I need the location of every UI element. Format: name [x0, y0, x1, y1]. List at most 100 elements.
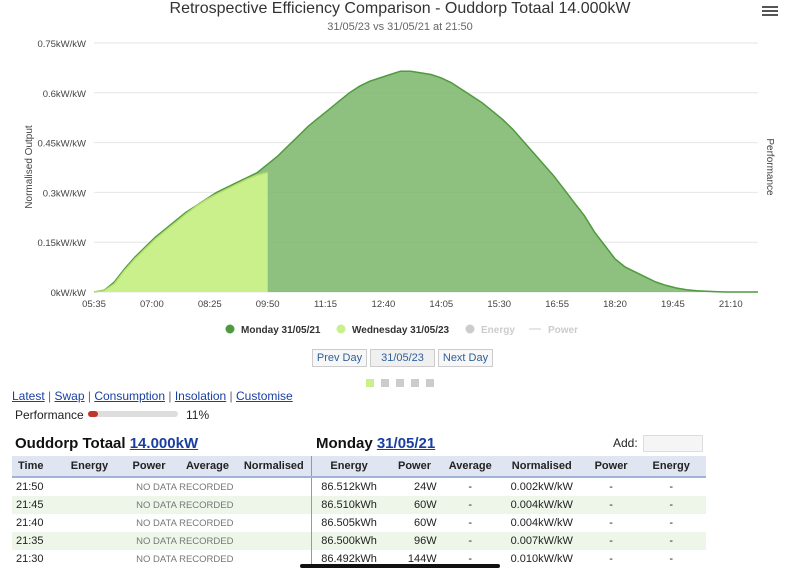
x-tick-label: 11:15 [314, 299, 337, 310]
x-tick-label: 14:05 [429, 299, 453, 310]
x-tick-label: 15:30 [487, 299, 511, 310]
legend-marker [336, 324, 346, 334]
link-latest[interactable]: Latest [12, 389, 45, 403]
page-dot-5[interactable] [426, 379, 434, 387]
performance-value: 11% [186, 408, 210, 422]
th-power-compare: Power [386, 456, 443, 478]
cell-no-data: NO DATA RECORDED [58, 532, 312, 550]
cell-energy-extra: - [636, 496, 706, 514]
cell-normalised: 0.004kW/kW [497, 496, 586, 514]
y-axis-label: Normalised Output [24, 125, 35, 209]
cell-power-extra: - [585, 496, 637, 514]
cell-power-extra: - [609, 553, 613, 565]
th-normalised-compare: Normalised [497, 456, 586, 478]
compare-date-link[interactable]: 31/05/21 [376, 435, 436, 452]
x-tick-label: 21:10 [719, 299, 743, 310]
hamburger-menu-icon[interactable] [762, 4, 778, 18]
cell-time: 21:50 [16, 481, 44, 493]
x-tick-label: 05:35 [82, 299, 106, 310]
link-consumption[interactable]: Consumption [94, 389, 166, 403]
th-energy-extra: Energy [636, 456, 706, 478]
cell-average: - [442, 532, 498, 550]
cell-power: 96W [386, 532, 443, 550]
link-insolation[interactable]: Insolation [174, 389, 227, 403]
legend-label: Energy [481, 325, 515, 336]
x-tick-label: 09:50 [256, 299, 280, 310]
cell-power: 60W [414, 517, 437, 529]
performance-bar [88, 411, 178, 417]
cell-power: 144W [407, 553, 437, 565]
x-tick-label: 07:00 [140, 299, 164, 310]
th-power-extra: Power [585, 456, 637, 478]
cell-energy: 86.505kWh [310, 514, 387, 532]
date-picker[interactable]: 31/05/23 [370, 349, 435, 367]
cell-time: 21:40 [16, 517, 44, 529]
x-tick-label: 19:45 [661, 299, 685, 310]
cell-no-data: NO DATA RECORDED [58, 496, 312, 514]
cell-energy: 86.500kWh [310, 532, 387, 550]
cell-average: - [468, 481, 473, 493]
cell-normalised: 0.010kW/kW [510, 553, 573, 565]
y-tick-label: 0.6kW/kW [43, 89, 86, 100]
prev-day-button[interactable]: Prev Day [312, 349, 367, 367]
add-label: Add: [613, 436, 638, 450]
efficiency-chart: 0kW/kW 0.15kW/kW 0.3kW/kW 0.45kW/kW 0.6kW/kW… [24, 39, 775, 336]
cell-time: 21:35 [12, 532, 59, 550]
cell-average: - [442, 496, 498, 514]
th-energy-compare: Energy [310, 456, 387, 478]
th-normalised: Normalised [236, 456, 312, 478]
x-tick-label: 18:20 [603, 299, 627, 310]
horizontal-scrollbar[interactable] [300, 564, 500, 568]
x-tick-label: 16:55 [545, 299, 569, 310]
cell-energy: 86.492kWh [310, 550, 387, 568]
page-dot-2[interactable] [381, 379, 389, 387]
legend-label: Monday 31/05/21 [241, 325, 321, 336]
performance-label: Performance [15, 408, 84, 422]
table-row: 21:40 NO DATA RECORDED 86.505kWh 60W - 0… [12, 514, 706, 532]
table-row: 21:45 NO DATA RECORDED 86.510kWh 60W - 0… [12, 496, 706, 514]
legend-marker [465, 324, 475, 334]
page-dot-3[interactable] [396, 379, 404, 387]
link-swap[interactable]: Swap [54, 389, 85, 403]
cell-normalised: 0.007kW/kW [497, 532, 586, 550]
compare-day-name: Monday [316, 435, 377, 452]
th-power: Power [120, 456, 179, 478]
y-tick-label: 0.3kW/kW [43, 188, 86, 199]
legend-label: Power [548, 325, 578, 336]
x-tick-label: 08:25 [198, 299, 222, 310]
table-row: 21:35 NO DATA RECORDED 86.500kWh 96W - 0… [12, 532, 706, 550]
cell-power-extra: - [609, 481, 613, 493]
page-dot-1[interactable] [366, 379, 374, 387]
y-tick-label: 0.75kW/kW [37, 39, 86, 50]
cell-energy-extra: - [669, 517, 674, 529]
table-row: 21:50 NO DATA RECORDED 86.512kWh 24W - 0… [12, 477, 706, 496]
cell-average: - [468, 553, 473, 565]
cell-time: 21:30 [16, 553, 44, 565]
next-day-button[interactable]: Next Day [438, 349, 493, 367]
cell-energy-extra: - [636, 532, 706, 550]
cell-normalised: 0.002kW/kW [510, 481, 573, 493]
cell-average: - [468, 517, 473, 529]
chart-subtitle: 31/05/23 vs 31/05/21 at 21:50 [327, 21, 473, 33]
th-average: Average [178, 456, 237, 478]
add-input[interactable] [643, 435, 703, 452]
link-customise[interactable]: Customise [236, 389, 293, 403]
cell-energy-extra: - [669, 481, 674, 493]
chart-title: Retrospective Efficiency Comparison - Ou… [169, 0, 631, 17]
cell-energy: 86.510kWh [310, 496, 387, 514]
cell-power: 60W [386, 496, 443, 514]
legend-marker [225, 324, 235, 334]
view-links: Latest | Swap | Consumption | Insolation… [12, 389, 293, 403]
y-tick-label: 0.15kW/kW [37, 238, 86, 249]
system-size-link[interactable]: 14.000kW [129, 435, 199, 452]
cell-power-extra: - [609, 517, 613, 529]
th-average-compare: Average [442, 456, 498, 478]
cell-no-data: NO DATA RECORDED [136, 517, 234, 529]
legend-label: Wednesday 31/05/23 [352, 325, 450, 336]
page-dot-4[interactable] [411, 379, 419, 387]
cell-normalised: 0.004kW/kW [510, 517, 573, 529]
series-area [94, 172, 268, 292]
cell-power-extra: - [585, 532, 637, 550]
series-line [93, 171, 268, 293]
cell-no-data: NO DATA RECORDED [136, 481, 234, 493]
